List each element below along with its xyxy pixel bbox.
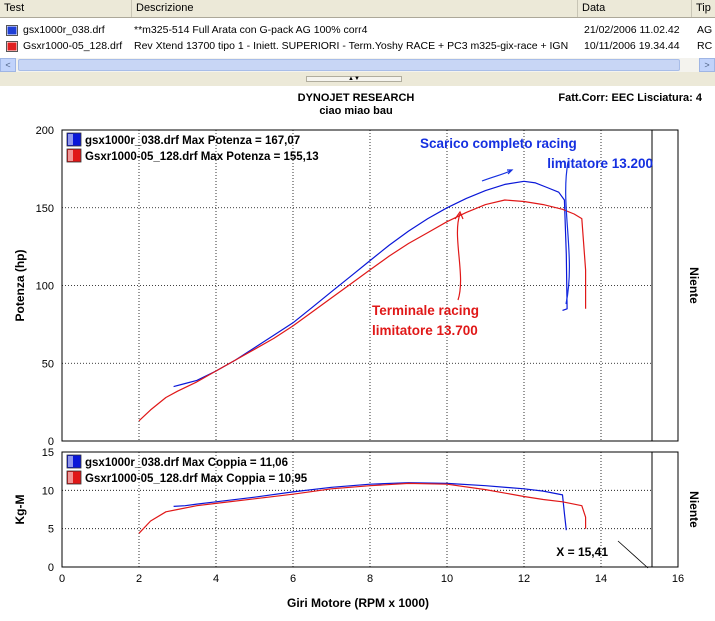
annotation-arrow-blue [481, 169, 514, 182]
chart-correction-info: Fatt.Corr: EEC Lisciatura: 4 [558, 92, 703, 104]
splitter-grip[interactable]: ▲▼ [306, 76, 402, 82]
cell-test: gsx1000r_038.drf [23, 24, 105, 36]
file-blue-icon [6, 25, 18, 36]
x-tick-label: 16 [672, 573, 684, 585]
legend-swatch-highlight [68, 472, 73, 483]
cursor-readout: X = 15,41 [556, 545, 608, 559]
annotation-arrow-blue [565, 161, 570, 305]
chart-canvas: DYNOJET RESEARCH ciao miao bau Fatt.Corr… [13, 92, 703, 610]
panel-splitter[interactable]: ▲▼ [0, 72, 715, 87]
cell-descrizione: **m325-514 Full Arata con G-pack AG 100%… [134, 24, 368, 36]
legend-entry: Gsxr1000-05_128.drf Max Potenza = 155,13 [85, 151, 319, 163]
x-tick-label: 8 [367, 573, 373, 585]
y-tick-label: 200 [36, 125, 54, 137]
annotation-text: limitatore 13.700 [372, 323, 478, 338]
legend-swatch-highlight [68, 150, 73, 161]
table-row[interactable]: Gsxr1000-05_128.drf Rev Xtend 13700 tipo… [0, 39, 715, 54]
scroll-thumb[interactable] [18, 59, 680, 71]
y-axis-label: Potenza (hp) [13, 250, 27, 322]
x-tick-label: 0 [59, 573, 65, 585]
y-tick-label: 0 [48, 562, 54, 574]
x-tick-label: 4 [213, 573, 219, 585]
table-header: Test Descrizione Data Tip [0, 0, 715, 18]
y-tick-label: 150 [36, 203, 54, 215]
right-side-label: Niente [687, 267, 701, 304]
x-tick-label: 2 [136, 573, 142, 585]
x-tick-label: 12 [518, 573, 530, 585]
y-axis-label: Kg-M [13, 495, 27, 525]
y-tick-label: 0 [48, 436, 54, 448]
legend-swatch-highlight [68, 134, 73, 145]
table-row[interactable]: gsx1000r_038.drf **m325-514 Full Arata c… [0, 23, 715, 38]
chart-title: DYNOJET RESEARCH [298, 92, 415, 104]
dyno-chart: DYNOJET RESEARCH ciao miao bau Fatt.Corr… [0, 86, 715, 616]
cell-tip: AG [697, 24, 713, 36]
cell-descrizione: Rev Xtend 13700 tipo 1 - Iniett. SUPERIO… [134, 40, 569, 52]
x-tick-label: 6 [290, 573, 296, 585]
series-line-red [138, 199, 587, 422]
y-tick-label: 5 [48, 524, 54, 536]
cell-tip: RC [697, 40, 713, 52]
file-red-icon [6, 41, 18, 52]
scroll-left-button[interactable]: < [0, 58, 16, 72]
annotation-text: Terminale racing [372, 303, 479, 318]
column-header-descrizione[interactable]: Descrizione [132, 0, 578, 17]
horizontal-scrollbar[interactable]: < > [0, 58, 715, 72]
chart-subtitle: ciao miao bau [319, 105, 392, 117]
scroll-right-button[interactable]: > [699, 58, 715, 72]
legend-entry: gsx1000r_038.drf Max Potenza = 167,07 [85, 135, 300, 147]
x-tick-label: 10 [441, 573, 453, 585]
series-line-red [138, 482, 587, 534]
column-header-tip[interactable]: Tip [696, 2, 711, 14]
column-header-test[interactable]: Test [0, 0, 132, 17]
y-tick-label: 50 [42, 358, 54, 370]
legend-entry: gsx1000r_038.drf Max Coppia = 11,06 [85, 457, 288, 469]
x-tick-label: 14 [595, 573, 607, 585]
cell-data: 10/11/2006 19.34.44 [584, 40, 680, 52]
annotation-arrow-red [454, 210, 464, 301]
test-table: Test Descrizione Data Tip gsx1000r_038.d… [0, 0, 715, 73]
cell-test: Gsxr1000-05_128.drf [23, 40, 123, 52]
legend-swatch-highlight [68, 456, 73, 467]
cell-data: 21/02/2006 11.02.42 [584, 24, 680, 36]
series-line-blue [173, 482, 567, 531]
annotation-text: limitatore 13.200 [547, 156, 653, 171]
cursor-pointer-line [617, 540, 649, 569]
y-tick-label: 100 [36, 281, 54, 293]
y-tick-label: 10 [42, 485, 54, 497]
annotation-text: Scarico completo racing [420, 136, 577, 151]
x-axis-label: Giri Motore (RPM x 1000) [287, 596, 429, 610]
legend-entry: Gsxr1000-05_128.drf Max Coppia = 10,95 [85, 473, 308, 485]
y-tick-label: 15 [42, 447, 54, 459]
column-header-data[interactable]: Data [578, 0, 692, 17]
right-side-label: Niente [687, 491, 701, 528]
